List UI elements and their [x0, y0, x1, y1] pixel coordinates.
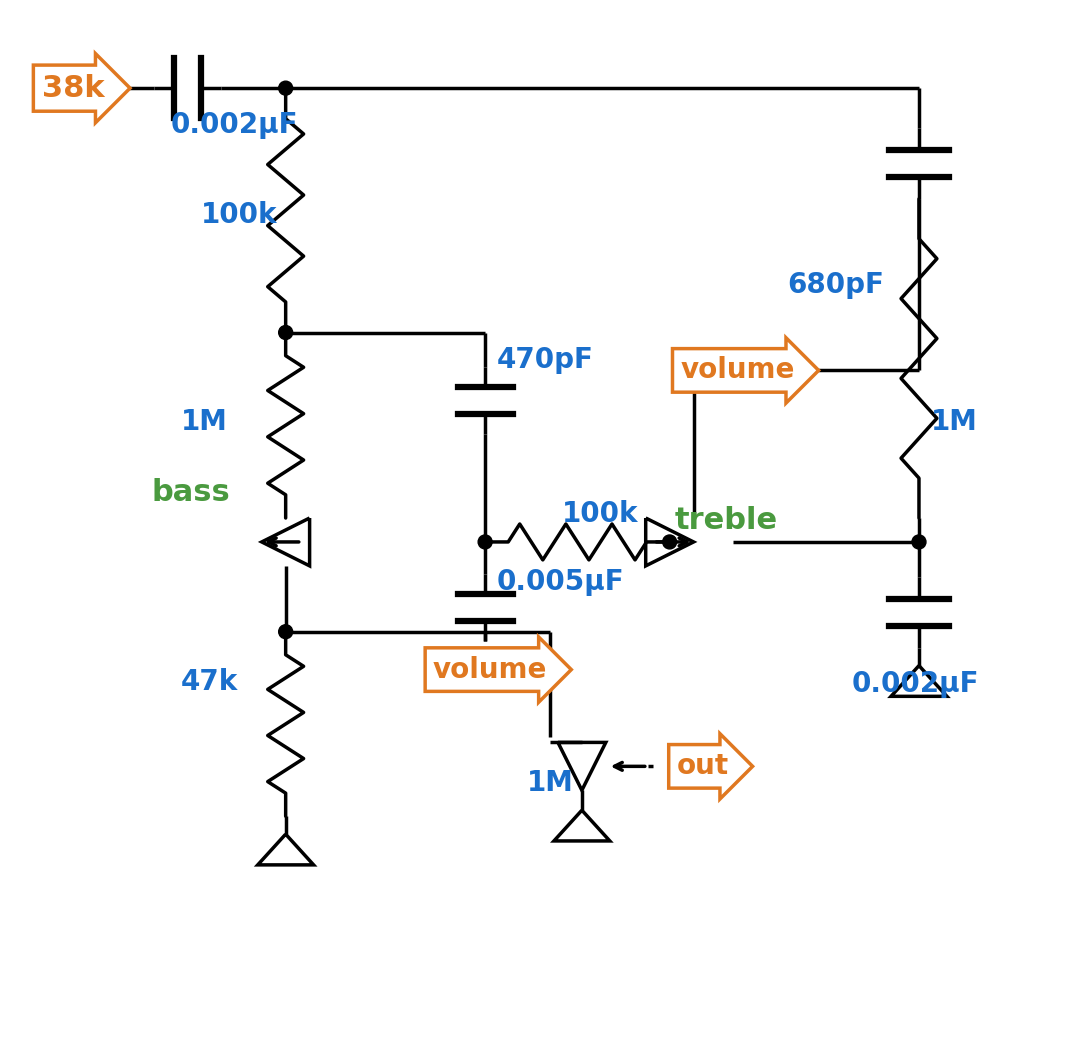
Text: out: out — [676, 752, 729, 780]
Text: 100k: 100k — [562, 500, 639, 528]
Text: 0.005μF: 0.005μF — [498, 568, 625, 596]
Circle shape — [662, 535, 676, 549]
Circle shape — [912, 535, 926, 549]
Text: 100k: 100k — [201, 201, 277, 229]
Text: 0.002μF: 0.002μF — [171, 111, 299, 139]
Text: treble: treble — [674, 505, 778, 535]
Circle shape — [278, 81, 293, 95]
Text: volume: volume — [681, 356, 795, 384]
Circle shape — [478, 535, 492, 549]
Text: 680pF: 680pF — [788, 271, 884, 299]
Circle shape — [278, 325, 293, 340]
Text: 47k: 47k — [181, 668, 239, 696]
Text: 1M: 1M — [931, 408, 978, 437]
Text: 1M: 1M — [181, 408, 228, 437]
Text: 38k: 38k — [42, 74, 105, 103]
Text: 1M: 1M — [528, 769, 574, 797]
Text: 0.002μF: 0.002μF — [851, 670, 979, 697]
Circle shape — [278, 625, 293, 639]
Text: 470pF: 470pF — [498, 346, 594, 374]
Text: bass: bass — [151, 477, 230, 506]
Text: volume: volume — [433, 655, 548, 684]
